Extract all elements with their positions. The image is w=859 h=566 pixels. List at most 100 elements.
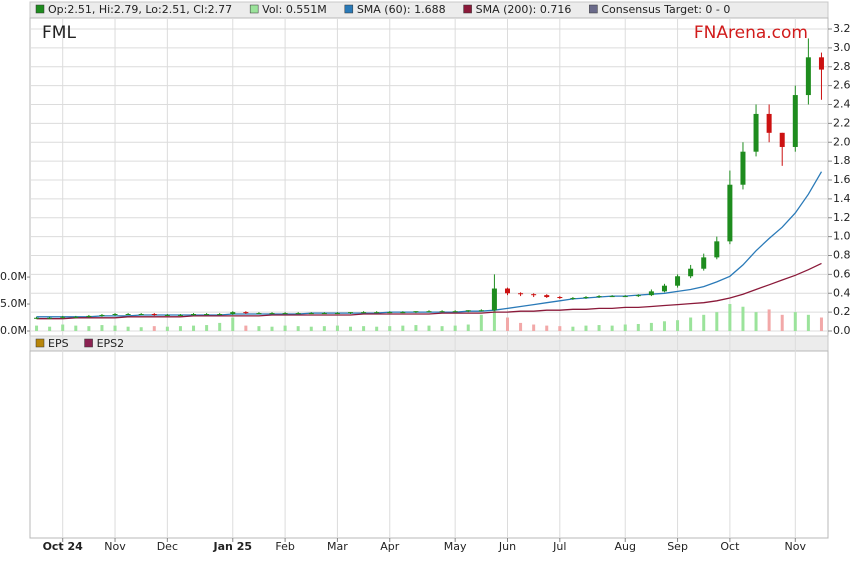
candle-body xyxy=(491,288,497,311)
volume-bar xyxy=(545,325,549,331)
volume-bar xyxy=(702,314,706,331)
volume-bar xyxy=(806,314,810,331)
price-panel xyxy=(29,17,829,337)
volume-bar xyxy=(401,325,405,331)
candle-body xyxy=(269,313,275,315)
x-tick-label: Sep xyxy=(667,540,688,553)
candle-body xyxy=(125,314,131,316)
y-tick-label: 1.2 xyxy=(833,211,851,224)
volume-bar xyxy=(152,326,156,331)
x-tick-label: Nov xyxy=(104,540,126,553)
volume-bar xyxy=(662,321,666,331)
volume-bar xyxy=(218,322,222,331)
volume-bar xyxy=(375,326,379,331)
y-tick-label: 1.6 xyxy=(833,173,851,186)
volume-bar xyxy=(649,322,653,331)
candle-body xyxy=(766,113,772,133)
y-tick-label: 1.4 xyxy=(833,192,851,205)
candle-body xyxy=(557,297,563,299)
volume-bar xyxy=(296,326,300,331)
candle-body xyxy=(661,285,667,292)
candle-body xyxy=(387,312,393,314)
marks xyxy=(34,38,824,331)
candle-body xyxy=(818,57,824,70)
y-tick-label: 2.2 xyxy=(833,116,851,129)
sma-line xyxy=(36,262,822,320)
volume-bar xyxy=(584,325,588,331)
candle-body xyxy=(714,241,720,258)
legend-swatch xyxy=(344,4,354,14)
y-tick-label: 3.0 xyxy=(833,41,851,54)
candle-body xyxy=(583,297,589,299)
volume-bar xyxy=(676,320,680,331)
candle-body xyxy=(230,312,236,315)
candle-body xyxy=(635,295,641,297)
volume-bar xyxy=(257,326,261,331)
volume-bar xyxy=(362,326,366,331)
volume-bar xyxy=(427,325,431,331)
candle-body xyxy=(321,313,327,315)
candle-body xyxy=(282,313,288,315)
candle-body xyxy=(295,313,301,315)
x-tick-label: Oct xyxy=(720,540,740,553)
y-tick-label: 2.8 xyxy=(833,60,851,73)
y-tick-label: 2.6 xyxy=(833,79,851,92)
x-tick-label: Jul xyxy=(552,540,566,553)
candle-body xyxy=(334,313,340,315)
candle-body xyxy=(151,314,157,316)
legend-swatch xyxy=(463,4,472,14)
candle-body xyxy=(99,314,105,316)
volume-bar xyxy=(466,324,470,331)
candle-body xyxy=(688,268,694,277)
volume-bar xyxy=(505,317,509,331)
volume-bar xyxy=(270,326,274,331)
volume-bar xyxy=(231,317,235,331)
candle-body xyxy=(217,314,223,316)
volume-bar xyxy=(335,325,339,331)
volume-bar xyxy=(689,317,693,331)
candle-body xyxy=(675,276,681,286)
legend-swatch xyxy=(589,4,598,14)
candle-body xyxy=(609,296,615,298)
volume-bar xyxy=(178,326,182,331)
x-tick-label: May xyxy=(444,540,467,553)
y-tick-label: 1.8 xyxy=(833,154,851,167)
candle-body xyxy=(544,295,550,298)
volume-bar xyxy=(35,325,39,331)
candle-body xyxy=(439,311,445,313)
y2-tick-label: 0.0M xyxy=(0,324,27,337)
eps-panel xyxy=(29,350,829,539)
y-tick-label: 2.0 xyxy=(833,135,851,148)
volume-bar xyxy=(48,326,52,331)
x-tick-label: Aug xyxy=(614,540,635,553)
candle-body xyxy=(740,151,746,185)
volume-bar xyxy=(492,295,496,331)
volume-bar xyxy=(165,326,169,331)
legend-label: Vol: 0.551M xyxy=(262,3,327,16)
eps-legend-band xyxy=(29,335,829,352)
x-tick-label: Apr xyxy=(380,540,400,553)
legend-swatch xyxy=(249,4,259,14)
candle-body xyxy=(478,310,484,312)
legend-label: Op:2.51, Hi:2.79, Lo:2.51, Cl:2.77 xyxy=(48,3,232,16)
candle-body xyxy=(60,316,66,318)
x-tick-label: Oct 24 xyxy=(43,540,84,553)
volume-bar xyxy=(728,304,732,331)
y-tick-label: 0.6 xyxy=(833,267,851,280)
candle-body xyxy=(805,57,811,96)
y-tick-label: 3.2 xyxy=(833,22,851,35)
candle-body xyxy=(308,313,314,315)
volume-bar xyxy=(283,325,287,331)
volume-bar xyxy=(623,324,627,331)
legend-swatch xyxy=(35,4,45,14)
x-tick-label: Nov xyxy=(785,540,807,553)
volume-bar xyxy=(532,324,536,331)
candle-body xyxy=(648,291,654,296)
volume-bar xyxy=(597,325,601,331)
candle-body xyxy=(413,311,419,313)
candle-body xyxy=(191,314,197,316)
legend-label: Consensus Target: 0 - 0 xyxy=(601,3,730,16)
volume-bar xyxy=(453,325,457,331)
candle-body xyxy=(177,314,183,316)
candle-body xyxy=(504,288,510,294)
